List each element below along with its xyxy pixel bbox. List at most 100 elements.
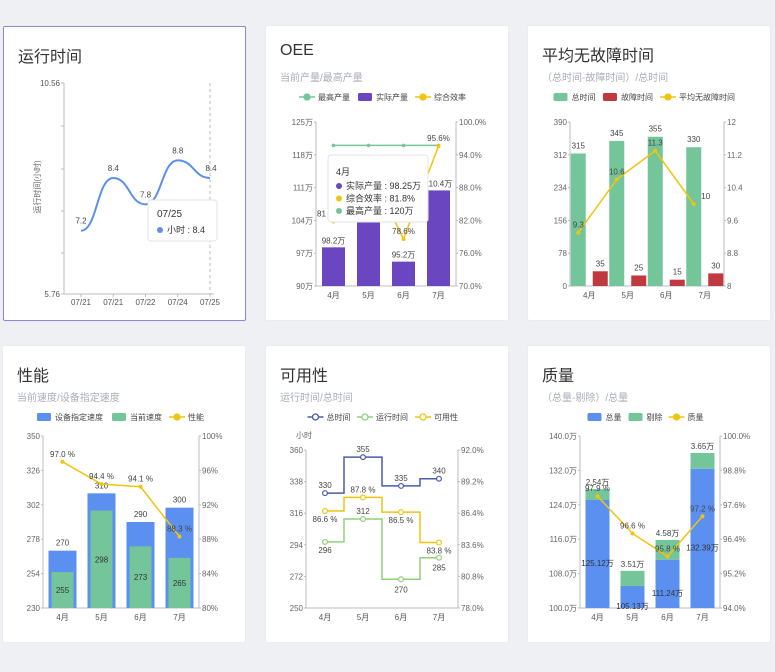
- runtime-tooltip-row: 小时 : 8.4: [167, 224, 205, 235]
- avail-yleft-tick-label-2: 316: [290, 509, 304, 518]
- oee-tooltip-row-2: 最高产量 : 120万: [346, 205, 414, 216]
- mtbf-point-label-0: 9.3: [573, 221, 585, 230]
- avail-legend-dot-1: [361, 413, 369, 421]
- avail-avail-label-1: 87.8 %: [351, 485, 376, 494]
- mtbf-point-1: [614, 177, 619, 182]
- quality-card[interactable]: 质量 （总量-剔除）/总量 总量 剔除 质量 140.0万 132.0万 124.0万 11…: [528, 346, 770, 642]
- avail-total-label-0: 330: [318, 481, 332, 490]
- perf-chart[interactable]: 设备指定速度 当前速度 性能 350 326 302 278 254 230 100% 96% 92%…: [3, 346, 245, 642]
- perf-cur-label-1: 298: [95, 555, 109, 564]
- oee-eff-label-2: 78.6%: [392, 227, 415, 236]
- oee-tooltip-dot-0: [336, 183, 342, 189]
- quality-reject-label-2: 4.58万: [656, 529, 680, 538]
- oee-eff-label-3: 95.6%: [427, 134, 450, 143]
- mtbf-point-label-1: 10.6: [609, 167, 625, 176]
- perf-title: 性能: [17, 368, 50, 385]
- oee-yleft-tick-label-3: 104万: [292, 216, 313, 225]
- avail-run-point-1: [359, 515, 366, 522]
- oee-max-point-0: [331, 143, 336, 148]
- avail-avail-label-0: 86.6 %: [313, 515, 338, 524]
- perf-card[interactable]: 性能 当前速度/设备指定速度 设备指定速度 当前速度 性能 350 326 302 278 2…: [3, 346, 245, 642]
- quality-reject-label-1: 3.51万: [621, 560, 645, 569]
- avail-card[interactable]: 可用性 运行时间/总时间 总时间 运行时间 可用性 小时 360 338 316 294 272…: [266, 346, 508, 642]
- perf-yright-tick-label-4: 84%: [202, 570, 218, 579]
- quality-legend-label-0: 总量: [606, 412, 622, 422]
- oee-title: OEE: [280, 42, 314, 59]
- oee-bar-3: [427, 190, 450, 286]
- perf-yright-tick-label-0: 100%: [202, 432, 222, 441]
- avail-run-point-0: [321, 538, 328, 545]
- quality-x-tick-label-1: 5月: [626, 613, 638, 622]
- runtime-point-label-1: 8.4: [108, 164, 120, 173]
- mtbf-yleft-tick-label-0: 390: [554, 118, 568, 127]
- avail-yleft-tick-label-1: 338: [290, 478, 304, 487]
- runtime-tooltip-title: 07/25: [157, 209, 182, 220]
- oee-bar-label-2: 95.2万: [392, 251, 416, 260]
- avail-x-tick-label-1: 5月: [357, 613, 369, 622]
- runtime-x-tick-label-1: 07/21: [103, 298, 124, 307]
- quality-legend-label-2: 质量: [688, 412, 704, 422]
- avail-legend-dot-0: [311, 413, 320, 421]
- avail-avail-point-3: [436, 539, 443, 546]
- oee-bar-2: [392, 261, 415, 286]
- quality-legend-swatch-0: [587, 413, 602, 421]
- avail-total-point-1: [359, 454, 366, 461]
- quality-yright-tick-label-2: 97.6%: [723, 501, 746, 510]
- mtbf-point-label-2: 11.3: [648, 139, 664, 148]
- quality-chart[interactable]: 总量 剔除 质量 140.0万 132.0万 124.0万 116.0万 108.0万 100.…: [528, 346, 770, 642]
- mtbf-fault-bar-2: [669, 279, 685, 286]
- mtbf-total-label-0: 315: [572, 142, 586, 151]
- avail-total-point-3: [436, 475, 443, 482]
- runtime-title: 运行时间: [18, 49, 83, 66]
- oee-x-tick-label-0: 4月: [327, 291, 339, 300]
- quality-yleft-tick-label-1: 132.0万: [549, 466, 577, 475]
- avail-yleft-tick-label-5: 250: [290, 604, 304, 613]
- mtbf-total-bar-0: [570, 153, 586, 286]
- mtbf-card[interactable]: 平均无故障时间 （总时间-故障时间）/总时间 总时间 故障时间 平均无故障时间 390…: [528, 26, 770, 320]
- avail-total-label-1: 355: [356, 445, 370, 454]
- avail-x-tick-label-3: 7月: [433, 613, 445, 622]
- perf-point-label-3: 88.3 %: [167, 525, 192, 534]
- quality-reject-bar-1: [620, 570, 645, 586]
- oee-chart[interactable]: 最高产量 实际产量 综合效率 125万 118万 111万 104万 97万 90万 100.0%…: [266, 26, 508, 320]
- mtbf-yright-tick-label-3: 9.6: [727, 216, 739, 225]
- runtime-tooltip-box: [147, 199, 218, 242]
- runtime-x-tick-label-4: 07/25: [200, 298, 221, 307]
- mtbf-legend-swatch-0: [553, 93, 568, 101]
- oee-yleft-tick-label-5: 90万: [296, 282, 313, 291]
- quality-yright-tick-label-4: 95.2%: [723, 570, 746, 579]
- oee-legend-label-0: 最高产量: [318, 92, 350, 102]
- oee-card[interactable]: OEE 当前产量/最高产量 最高产量 实际产量 综合效率 125万 118万 111万 10…: [266, 26, 508, 320]
- oee-legend-dot-0: [303, 93, 311, 101]
- mtbf-fault-label-0: 35: [596, 259, 605, 268]
- oee-tooltip-dot-1: [336, 195, 342, 202]
- mtbf-legend-swatch-1: [603, 93, 617, 101]
- avail-run-label-2: 270: [394, 585, 408, 594]
- mtbf-total-label-2: 355: [649, 125, 663, 134]
- mtbf-yleft-tick-label-1: 312: [554, 151, 568, 160]
- perf-yright-tick-label-5: 80%: [202, 604, 218, 613]
- mtbf-chart[interactable]: 总时间 故障时间 平均无故障时间 390 312 234 156 78 0 12 11.2 10.4 9…: [528, 26, 770, 320]
- perf-point-0: [60, 459, 65, 464]
- avail-run-label-1: 312: [356, 507, 370, 516]
- runtime-card[interactable]: 运行时间 10.56 5.76 运行时间(小时) 07/21 7.2 07/21 8.4 07…: [3, 26, 246, 321]
- mtbf-line: [577, 149, 695, 234]
- perf-cur-label-2: 273: [134, 573, 148, 582]
- runtime-tooltip: 07/25 小时 : 8.4: [147, 199, 218, 242]
- avail-yright-tick-label-0: 92.0%: [461, 446, 484, 455]
- perf-line: [62, 461, 181, 538]
- quality-legend-dot-2: [672, 413, 681, 421]
- quality-total-bar-3: [690, 468, 715, 608]
- quality-total-label-2: 111.24万: [652, 589, 683, 598]
- quality-yleft-tick-label-4: 108.0万: [549, 570, 577, 579]
- avail-total-point-2: [398, 482, 405, 489]
- runtime-chart[interactable]: 10.56 5.76 运行时间(小时) 07/21 7.2 07/21 8.4 07/22 7.…: [4, 27, 247, 322]
- avail-run-line: [325, 518, 439, 581]
- perf-yleft-tick-label-2: 302: [27, 501, 41, 510]
- oee-max-point-2: [401, 143, 406, 148]
- oee-tooltip-title: 4月: [336, 167, 350, 177]
- avail-legend-label-0: 总时间: [327, 412, 351, 422]
- perf-legend-label-2: 性能: [188, 412, 204, 422]
- perf-spec-label-0: 270: [56, 539, 70, 548]
